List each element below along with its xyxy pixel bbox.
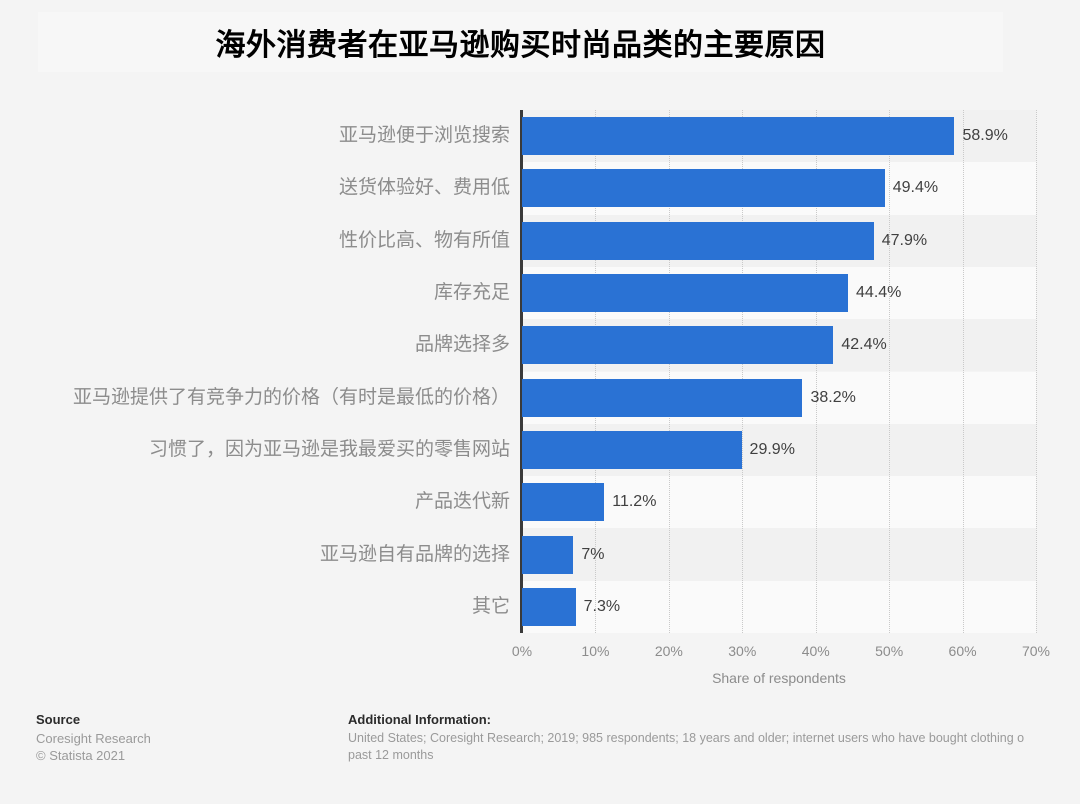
x-tick-label: 10% xyxy=(581,643,610,659)
gridline xyxy=(742,110,744,633)
bar-value-label: 7% xyxy=(581,545,605,563)
category-label: 送货体验好、费用低 xyxy=(338,177,510,199)
chart-area: 58.9% 49.4% 47.9% 44.4% 42.4% 38.2% 29.9% 11.2%… xyxy=(0,100,1080,700)
copyright: © Statista 2021 xyxy=(36,748,126,763)
x-tick-label: 70% xyxy=(1021,643,1051,659)
additional-information-block: Additional Information: United States; C… xyxy=(348,712,1080,764)
x-tick-label: 60% xyxy=(948,643,977,659)
bar[interactable] xyxy=(522,587,576,626)
gridline xyxy=(962,110,964,633)
category-label: 性价比高、物有所值 xyxy=(338,229,510,251)
category-label: 亚马逊自有品牌的选择 xyxy=(319,543,510,565)
bar-value-label: 29.9% xyxy=(749,440,795,458)
category-label: 库存充足 xyxy=(433,282,510,304)
source-name: Coresight Research xyxy=(36,731,151,746)
gridline xyxy=(595,110,597,633)
category-label: 产品迭代新 xyxy=(414,491,510,513)
footer: Source Coresight Research © Statista 202… xyxy=(0,706,1080,804)
bar[interactable] xyxy=(522,169,885,208)
category-label: 品牌选择多 xyxy=(414,334,510,356)
bar[interactable] xyxy=(522,430,742,469)
row-band xyxy=(522,528,1036,581)
bar[interactable] xyxy=(522,221,874,260)
bar-value-label: 58.9% xyxy=(962,127,1008,145)
plot-area: 58.9% 49.4% 47.9% 44.4% 42.4% 38.2% 29.9% 11.2%… xyxy=(520,110,1037,633)
bar-value-label: 42.4% xyxy=(841,336,887,354)
additional-information-text: United States; Coresight Research; 2019;… xyxy=(348,731,1025,762)
x-tick-label: 30% xyxy=(728,643,757,659)
category-label: 亚马逊提供了有竞争力的价格（有时是最低的价格） xyxy=(72,386,510,408)
category-label: 亚马逊便于浏览搜索 xyxy=(338,125,510,147)
gridline xyxy=(668,110,670,633)
category-label: 其它 xyxy=(471,595,510,617)
bar-value-label: 38.2% xyxy=(810,388,856,406)
additional-information-heading: Additional Information: xyxy=(348,712,491,727)
bar[interactable] xyxy=(522,326,834,365)
bar[interactable] xyxy=(522,535,574,574)
gridline xyxy=(889,110,891,633)
bar-value-label: 11.2% xyxy=(612,493,657,511)
x-axis-title: Share of respondents xyxy=(712,670,846,686)
bar-value-label: 44.4% xyxy=(856,284,902,302)
bar[interactable] xyxy=(522,117,955,156)
source-block: Source Coresight Research © Statista 202… xyxy=(36,712,151,764)
row-band xyxy=(522,580,1036,633)
source-heading: Source xyxy=(36,712,81,727)
page-title: 海外消费者在亚马逊购买时尚品类的主要原因 xyxy=(215,29,826,62)
bar-value-label: 47.9% xyxy=(881,231,928,249)
gridline xyxy=(1036,110,1037,633)
x-tick-label: 50% xyxy=(875,643,904,659)
y-axis-line xyxy=(520,110,523,633)
bar[interactable] xyxy=(522,483,605,522)
title-band: 海外消费者在亚马逊购买时尚品类的主要原因 xyxy=(38,12,1003,72)
row-band xyxy=(522,476,1036,529)
bar-value-label: 49.4% xyxy=(892,179,939,197)
gridline xyxy=(815,110,817,633)
bar[interactable] xyxy=(522,274,849,313)
bar[interactable] xyxy=(522,378,803,417)
x-tick-label: 40% xyxy=(801,643,830,659)
x-tick-label: 0% xyxy=(511,643,533,659)
category-label: 习惯了，因为亚马逊是我最爱买的零售网站 xyxy=(148,438,510,460)
bar-value-label: 7.3% xyxy=(583,597,621,615)
x-tick-label: 20% xyxy=(654,643,683,659)
